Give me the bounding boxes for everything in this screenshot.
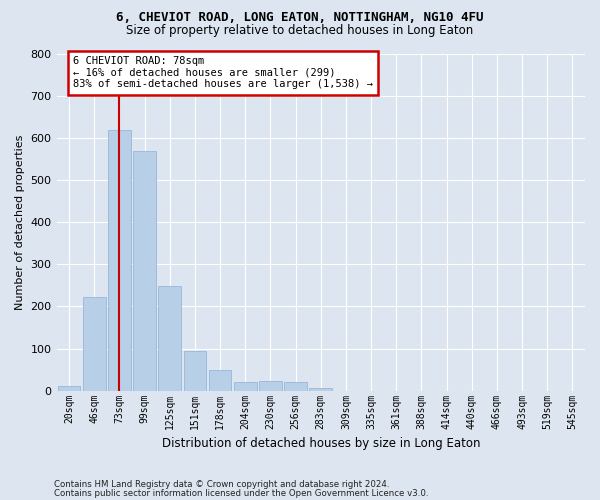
Bar <box>209 370 232 390</box>
Bar <box>108 130 131 390</box>
Bar <box>184 350 206 391</box>
Y-axis label: Number of detached properties: Number of detached properties <box>15 134 25 310</box>
Bar <box>58 386 80 390</box>
Text: 6, CHEVIOT ROAD, LONG EATON, NOTTINGHAM, NG10 4FU: 6, CHEVIOT ROAD, LONG EATON, NOTTINGHAM,… <box>116 11 484 24</box>
Bar <box>133 151 156 390</box>
Text: Contains public sector information licensed under the Open Government Licence v3: Contains public sector information licen… <box>54 488 428 498</box>
Bar <box>284 382 307 390</box>
Text: 6 CHEVIOT ROAD: 78sqm
← 16% of detached houses are smaller (299)
83% of semi-det: 6 CHEVIOT ROAD: 78sqm ← 16% of detached … <box>73 56 373 90</box>
Bar <box>259 382 282 390</box>
Bar <box>310 388 332 390</box>
X-axis label: Distribution of detached houses by size in Long Eaton: Distribution of detached houses by size … <box>161 437 480 450</box>
Bar <box>234 382 257 390</box>
Text: Contains HM Land Registry data © Crown copyright and database right 2024.: Contains HM Land Registry data © Crown c… <box>54 480 389 489</box>
Bar <box>83 297 106 390</box>
Text: Size of property relative to detached houses in Long Eaton: Size of property relative to detached ho… <box>127 24 473 37</box>
Bar <box>158 286 181 391</box>
